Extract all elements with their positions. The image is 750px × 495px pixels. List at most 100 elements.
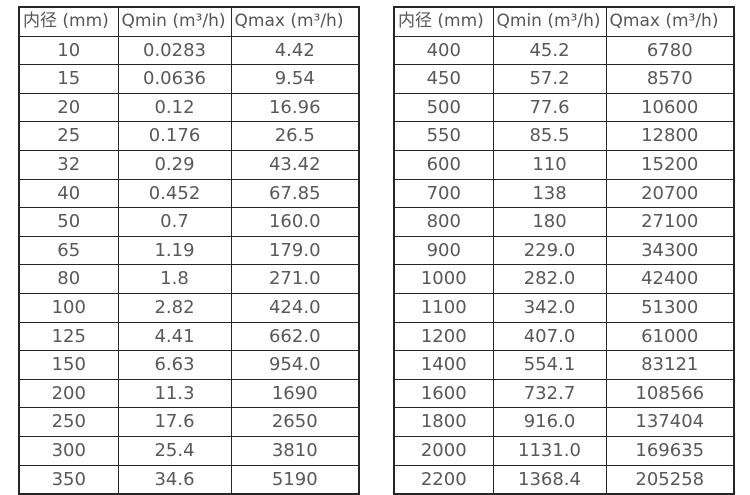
diameter-cell: 1800	[393, 407, 494, 437]
table-row: 20 0.12 16.96	[18, 92, 360, 123]
column-header-diameter: 内径 (mm)	[393, 6, 494, 37]
table-row: 150 6.63 954.0	[18, 350, 360, 380]
qmax-cell: 42400	[605, 264, 735, 294]
table-row: 200 11.3 1690	[18, 378, 360, 409]
table-body: 400 45.2 6780 450 57.2 8570 500 77.6 106…	[393, 35, 735, 495]
qmax-cell: 83121	[605, 350, 735, 380]
qmin-cell: 180	[492, 207, 607, 237]
qmax-cell: 16.96	[230, 92, 360, 123]
qmin-cell: 0.176	[117, 121, 232, 151]
qmax-cell: 137404	[605, 407, 735, 437]
qmin-cell: 11.3	[117, 378, 232, 409]
qmin-cell: 554.1	[492, 350, 607, 380]
qmin-cell: 0.12	[117, 92, 232, 123]
table-row: 40 0.452 67.85	[18, 178, 360, 209]
column-header-qmin: Qmin (m³/h)	[492, 6, 607, 37]
qmax-cell: 20700	[605, 178, 735, 209]
diameter-cell: 1000	[393, 264, 494, 294]
table-row: 1100 342.0 51300	[393, 292, 735, 323]
diameter-cell: 15	[18, 64, 119, 94]
table-row: 50 0.7 160.0	[18, 207, 360, 237]
diameter-cell: 250	[18, 407, 119, 437]
qmax-cell: 9.54	[230, 64, 360, 94]
qmax-cell: 424.0	[230, 292, 360, 323]
diameter-cell: 200	[18, 378, 119, 409]
qmax-cell: 5190	[230, 464, 360, 495]
qmin-cell: 2.82	[117, 292, 232, 323]
qmax-cell: 4.42	[230, 35, 360, 66]
table-row: 800 180 27100	[393, 207, 735, 237]
qmin-cell: 0.7	[117, 207, 232, 237]
page-canvas: 内径 (mm) Qmin (m³/h) Qmax (m³/h) 10 0.028…	[18, 6, 735, 495]
diameter-cell: 2200	[393, 464, 494, 495]
qmin-cell: 1368.4	[492, 464, 607, 495]
table-header-row: 内径 (mm) Qmin (m³/h) Qmax (m³/h)	[393, 6, 735, 37]
table-row: 500 77.6 10600	[393, 92, 735, 123]
qmax-cell: 34300	[605, 235, 735, 266]
diameter-cell: 20	[18, 92, 119, 123]
diameter-cell: 400	[393, 35, 494, 66]
table-row: 700 138 20700	[393, 178, 735, 209]
table-row: 1200 407.0 61000	[393, 321, 735, 352]
diameter-cell: 350	[18, 464, 119, 495]
diameter-cell: 80	[18, 264, 119, 294]
table-row: 300 25.4 3810	[18, 435, 360, 466]
diameter-cell: 900	[393, 235, 494, 266]
diameter-cell: 550	[393, 121, 494, 151]
qmin-cell: 0.0636	[117, 64, 232, 94]
qmax-cell: 108566	[605, 378, 735, 409]
table-row: 32 0.29 43.42	[18, 149, 360, 180]
qmax-cell: 10600	[605, 92, 735, 123]
qmax-cell: 27100	[605, 207, 735, 237]
table-row: 400 45.2 6780	[393, 35, 735, 66]
table-row: 80 1.8 271.0	[18, 264, 360, 294]
table-row: 25 0.176 26.5	[18, 121, 360, 151]
table-row: 2200 1368.4 205258	[393, 464, 735, 495]
table-row: 100 2.82 424.0	[18, 292, 360, 323]
table-header-row: 内径 (mm) Qmin (m³/h) Qmax (m³/h)	[18, 6, 360, 37]
qmax-cell: 160.0	[230, 207, 360, 237]
qmin-cell: 34.6	[117, 464, 232, 495]
table-row: 15 0.0636 9.54	[18, 64, 360, 94]
qmin-cell: 45.2	[492, 35, 607, 66]
qmax-cell: 662.0	[230, 321, 360, 352]
diameter-cell: 100	[18, 292, 119, 323]
qmin-cell: 6.63	[117, 350, 232, 380]
qmax-cell: 6780	[605, 35, 735, 66]
diameter-cell: 32	[18, 149, 119, 180]
diameter-cell: 1600	[393, 378, 494, 409]
diameter-cell: 1400	[393, 350, 494, 380]
table-row: 250 17.6 2650	[18, 407, 360, 437]
qmax-cell: 954.0	[230, 350, 360, 380]
qmin-cell: 4.41	[117, 321, 232, 352]
qmax-cell: 271.0	[230, 264, 360, 294]
diameter-cell: 300	[18, 435, 119, 466]
qmin-cell: 110	[492, 149, 607, 180]
diameter-cell: 1200	[393, 321, 494, 352]
table-row: 600 110 15200	[393, 149, 735, 180]
diameter-cell: 40	[18, 178, 119, 209]
qmax-cell: 15200	[605, 149, 735, 180]
qmin-cell: 916.0	[492, 407, 607, 437]
qmin-cell: 1.8	[117, 264, 232, 294]
diameter-cell: 600	[393, 149, 494, 180]
qmax-cell: 43.42	[230, 149, 360, 180]
table-row: 1000 282.0 42400	[393, 264, 735, 294]
qmin-cell: 0.0283	[117, 35, 232, 66]
table-row: 2000 1131.0 169635	[393, 435, 735, 466]
qmax-cell: 61000	[605, 321, 735, 352]
table-row: 125 4.41 662.0	[18, 321, 360, 352]
table-row: 350 34.6 5190	[18, 464, 360, 495]
qmax-cell: 2650	[230, 407, 360, 437]
qmax-cell: 3810	[230, 435, 360, 466]
qmax-cell: 51300	[605, 292, 735, 323]
table-row: 1600 732.7 108566	[393, 378, 735, 409]
flow-rate-table-small-diameters: 内径 (mm) Qmin (m³/h) Qmax (m³/h) 10 0.028…	[18, 6, 360, 495]
qmax-cell: 1690	[230, 378, 360, 409]
qmax-cell: 12800	[605, 121, 735, 151]
diameter-cell: 2000	[393, 435, 494, 466]
qmin-cell: 77.6	[492, 92, 607, 123]
qmin-cell: 1.19	[117, 235, 232, 266]
diameter-cell: 1100	[393, 292, 494, 323]
qmin-cell: 407.0	[492, 321, 607, 352]
